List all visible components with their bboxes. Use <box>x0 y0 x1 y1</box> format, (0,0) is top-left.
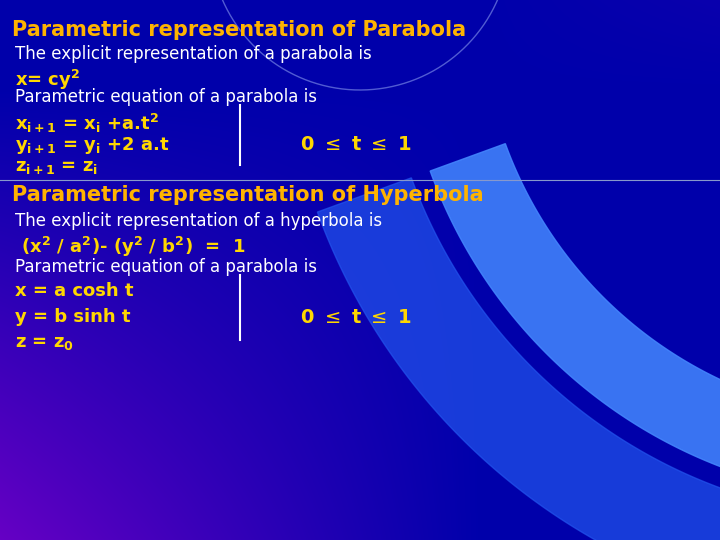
Text: 0 $\leq$ t $\leq$ 1: 0 $\leq$ t $\leq$ 1 <box>300 135 412 154</box>
Text: x$_{\mathbf{i+1}}$ = x$_{\mathbf{i}}$ +a.t$^{\mathbf{2}}$: x$_{\mathbf{i+1}}$ = x$_{\mathbf{i}}$ +a… <box>15 112 159 135</box>
Text: y = b sinh t: y = b sinh t <box>15 308 130 326</box>
Text: Parametric equation of a parabola is: Parametric equation of a parabola is <box>15 88 317 106</box>
Text: 0 $\leq$ t $\leq$ 1: 0 $\leq$ t $\leq$ 1 <box>300 308 412 327</box>
Text: Parametric equation of a parabola is: Parametric equation of a parabola is <box>15 258 317 276</box>
Text: The explicit representation of a hyperbola is: The explicit representation of a hyperbo… <box>15 212 382 230</box>
Text: x= cy$^{\mathbf{2}}$: x= cy$^{\mathbf{2}}$ <box>15 68 81 92</box>
Text: z$_{\mathbf{i+1}}$ = z$_{\mathbf{i}}$: z$_{\mathbf{i+1}}$ = z$_{\mathbf{i}}$ <box>15 158 98 176</box>
Text: z = z$_{\mathbf{0}}$: z = z$_{\mathbf{0}}$ <box>15 334 74 352</box>
Polygon shape <box>318 178 720 540</box>
Text: y$_{\mathbf{i+1}}$ = y$_{\mathbf{i}}$ +2 a.t: y$_{\mathbf{i+1}}$ = y$_{\mathbf{i}}$ +2… <box>15 135 170 156</box>
Text: The explicit representation of a parabola is: The explicit representation of a parabol… <box>15 45 372 63</box>
Text: (x$^{\mathbf{2}}$ / a$^{\mathbf{2}}$)- (y$^{\mathbf{2}}$ / b$^{\mathbf{2}}$)  = : (x$^{\mathbf{2}}$ / a$^{\mathbf{2}}$)- (… <box>15 235 246 259</box>
Text: x = a cosh t: x = a cosh t <box>15 282 133 300</box>
Text: Parametric representation of Parabola: Parametric representation of Parabola <box>12 20 466 40</box>
Polygon shape <box>430 144 720 500</box>
Text: Parametric representation of Hyperbola: Parametric representation of Hyperbola <box>12 185 484 205</box>
